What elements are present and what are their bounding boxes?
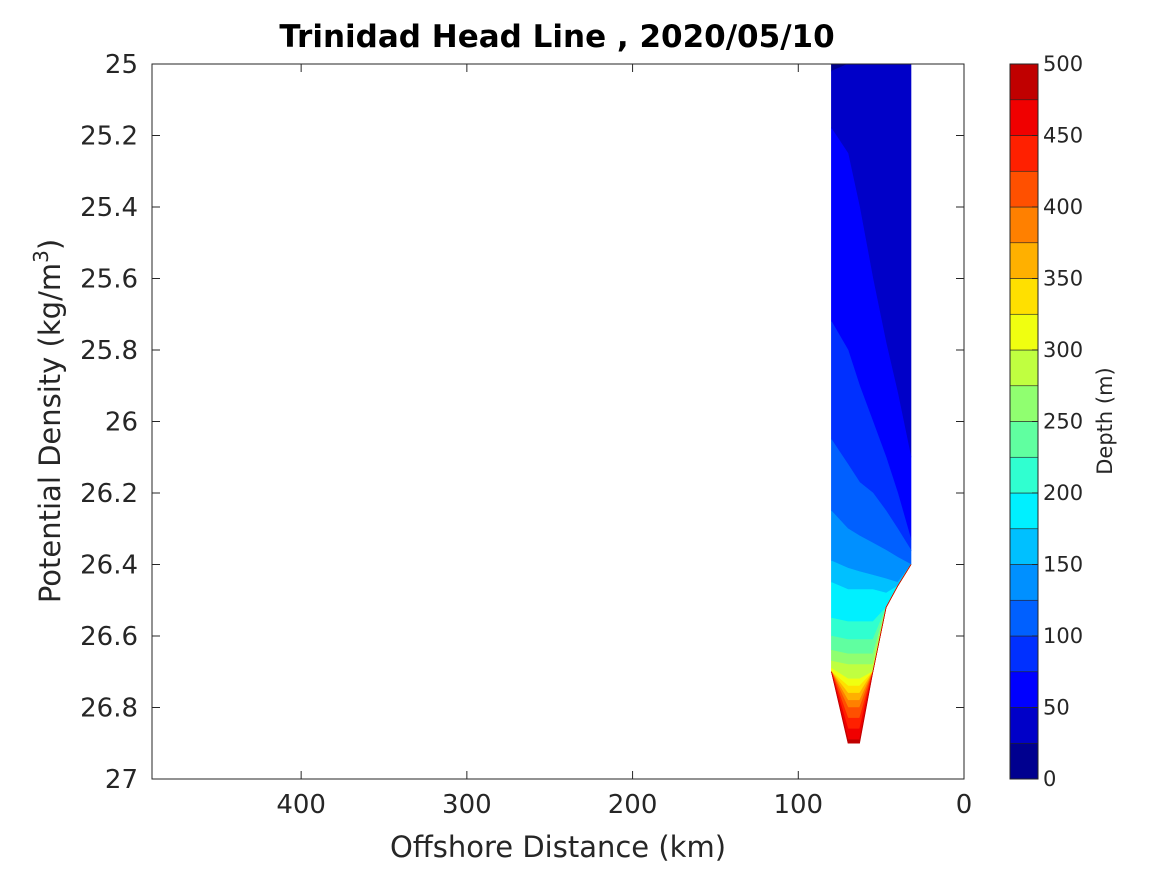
y-tick-label: 25.6 <box>80 265 138 295</box>
x-tick-label: 400 <box>276 790 326 820</box>
colorbar-band <box>1009 707 1039 744</box>
colorbar-band <box>1009 278 1039 315</box>
x-axis-label: Offshore Distance (km) <box>390 830 726 864</box>
colorbar-tick-label: 50 <box>1043 696 1070 720</box>
colorbar-band <box>1009 456 1039 494</box>
colorbar: 0 50 100 150 200 250 300 350 400 450 500 Depth (m) <box>1009 52 1117 791</box>
colorbar-band <box>1009 742 1039 780</box>
y-tick-label: 25.8 <box>80 336 138 366</box>
depth-contours <box>831 63 912 744</box>
colorbar-ticks: 0 50 100 150 200 250 300 350 400 450 500 <box>1032 52 1083 791</box>
colorbar-tick-label: 100 <box>1043 624 1083 648</box>
colorbar-band <box>1009 242 1039 279</box>
colorbar-band <box>1009 599 1039 637</box>
x-axis: 400 300 200 100 0 <box>276 64 972 820</box>
colorbar-tick-label: 150 <box>1043 553 1083 577</box>
y-axis-label-superscript: 3 <box>29 250 53 263</box>
y-tick-label: 26.4 <box>80 551 138 581</box>
colorbar-band <box>1009 564 1039 601</box>
colorbar-band <box>1009 63 1039 101</box>
colorbar-tick-label: 450 <box>1043 124 1083 148</box>
chart-title: Trinidad Head Line , 2020/05/10 <box>279 19 834 55</box>
colorbar-band <box>1009 421 1039 458</box>
plot-area: 400 300 200 100 0 25 25.2 25.4 25.6 25.8 26 26.2 26… <box>80 50 972 820</box>
colorbar-band <box>1009 135 1039 172</box>
colorbar-label: Depth (m) <box>1093 367 1117 474</box>
colorbar-band <box>1009 313 1039 351</box>
colorbar-band <box>1009 170 1039 208</box>
y-tick-label: 25.2 <box>80 122 138 152</box>
colorbar-tick-label: 0 <box>1043 767 1056 791</box>
colorbar-tick-label: 350 <box>1043 267 1083 291</box>
colorbar-band <box>1009 492 1039 530</box>
colorbar-band <box>1009 635 1039 673</box>
x-tick-label: 100 <box>773 790 823 820</box>
y-axis: 25 25.2 25.4 25.6 25.8 26 26.2 26.4 26.6 26.8 27 <box>80 50 964 795</box>
y-axis-label-text: Potential Density (kg/m <box>33 263 67 603</box>
colorbar-tick-label: 300 <box>1043 338 1083 362</box>
y-axis-label: Potential Density (kg/m3) <box>29 239 67 603</box>
y-tick-label: 26.8 <box>80 694 138 724</box>
plot-background <box>152 64 964 779</box>
x-tick-label: 300 <box>442 790 492 820</box>
colorbar-tick-label: 500 <box>1043 52 1083 76</box>
colorbar-tick-label: 250 <box>1043 410 1083 434</box>
colorbar-tick-label: 400 <box>1043 195 1083 219</box>
y-axis-label-close: ) <box>33 239 67 250</box>
y-tick-label: 25.4 <box>80 193 138 223</box>
x-tick-label: 200 <box>608 790 658 820</box>
colorbar-band <box>1009 206 1039 244</box>
colorbar-band <box>1009 385 1039 422</box>
y-tick-label: 26 <box>105 408 138 438</box>
y-tick-label: 26.6 <box>80 622 138 652</box>
colorbar-band <box>1009 528 1039 565</box>
colorbar-band <box>1009 671 1039 708</box>
contour-band-475 <box>831 564 912 744</box>
y-tick-label: 27 <box>105 765 138 795</box>
colorbar-tick-label: 200 <box>1043 481 1083 505</box>
x-tick-label: 0 <box>956 790 973 820</box>
y-tick-label: 25 <box>105 50 138 80</box>
colorbar-band <box>1009 349 1039 387</box>
colorbar-band <box>1009 99 1039 136</box>
y-tick-label: 26.2 <box>80 479 138 509</box>
